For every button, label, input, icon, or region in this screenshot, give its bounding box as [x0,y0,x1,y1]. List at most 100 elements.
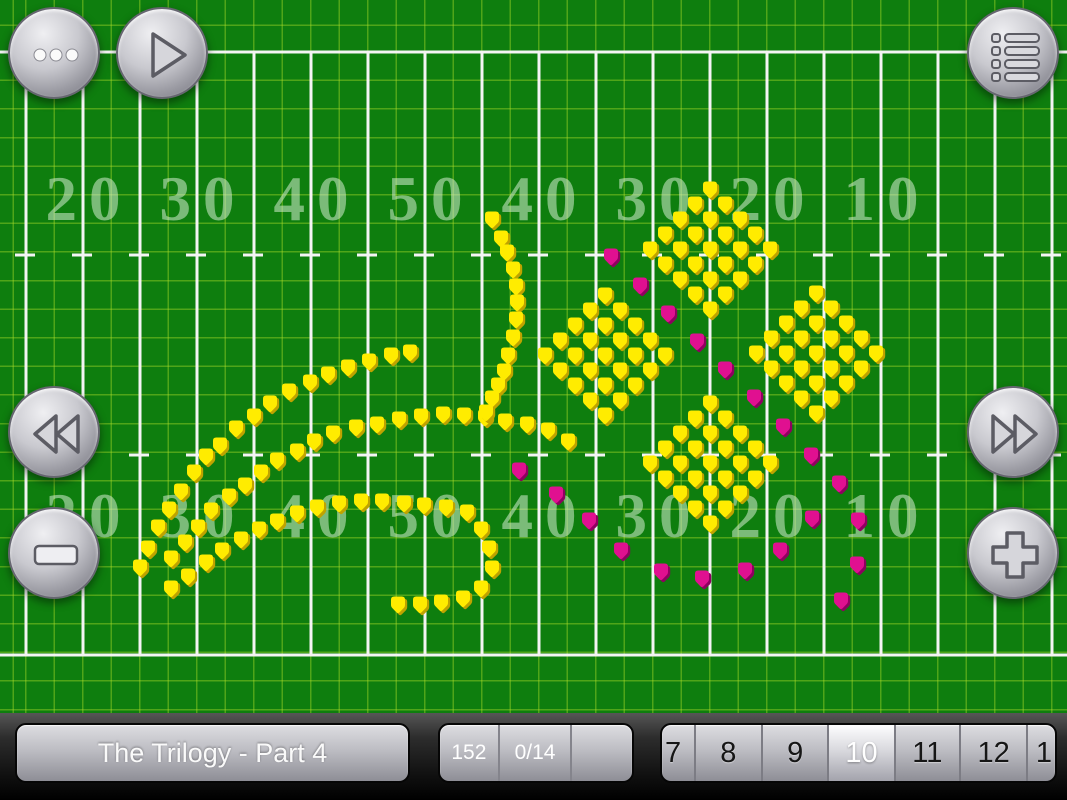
zoom-out-button[interactable] [8,507,100,599]
performer-marker-yellow[interactable] [809,345,826,365]
performer-marker-yellow[interactable] [270,513,287,533]
performer-marker-yellow[interactable] [824,300,841,320]
performer-marker-yellow[interactable] [748,226,765,246]
performer-marker-yellow[interactable] [748,470,765,490]
performer-marker-magenta[interactable] [747,389,764,409]
performer-marker-yellow[interactable] [174,483,191,503]
performer-marker-yellow[interactable] [500,244,517,264]
performer-marker-yellow[interactable] [733,271,750,291]
performer-marker-yellow[interactable] [673,271,690,291]
performer-marker-yellow[interactable] [498,413,515,433]
performer-marker-yellow[interactable] [290,443,307,463]
performer-marker-magenta[interactable] [805,510,822,530]
performer-marker-yellow[interactable] [234,531,251,551]
performer-marker-magenta[interactable] [512,462,529,482]
performer-marker-yellow[interactable] [254,464,271,484]
performer-marker-yellow[interactable] [628,377,645,397]
performer-marker-yellow[interactable] [485,560,502,580]
performer-marker-yellow[interactable] [282,383,299,403]
performer-marker-yellow[interactable] [321,366,338,386]
performer-marker-yellow[interactable] [658,470,675,490]
performer-marker-yellow[interactable] [501,347,518,367]
performer-marker-yellow[interactable] [673,485,690,505]
performer-marker-yellow[interactable] [568,317,585,337]
performer-marker-yellow[interactable] [541,422,558,442]
performer-marker-magenta[interactable] [654,563,671,583]
performer-marker-yellow[interactable] [290,505,307,525]
performer-marker-magenta[interactable] [633,277,650,297]
performer-marker-yellow[interactable] [628,317,645,337]
performer-marker-yellow[interactable] [628,347,645,367]
performer-marker-yellow[interactable] [779,345,796,365]
performer-marker-magenta[interactable] [804,447,821,467]
performer-marker-yellow[interactable] [703,181,720,201]
performer-marker-yellow[interactable] [181,568,198,588]
performer-marker-yellow[interactable] [703,271,720,291]
next-set-button[interactable] [967,386,1059,478]
performer-marker-yellow[interactable] [510,294,527,314]
performer-marker-yellow[interactable] [779,375,796,395]
counter-group[interactable]: 152 0/14 [438,723,634,783]
performer-marker-yellow[interactable] [613,392,630,412]
page-segment-11[interactable]: 11 [893,725,959,781]
performer-marker-yellow[interactable] [270,452,287,472]
performer-marker-yellow[interactable] [583,302,600,322]
performer-marker-yellow[interactable] [391,596,408,616]
performer-marker-yellow[interactable] [824,390,841,410]
performer-marker-yellow[interactable] [703,455,720,475]
performer-marker-magenta[interactable] [851,512,868,532]
performer-marker-yellow[interactable] [703,515,720,535]
performer-marker-yellow[interactable] [733,455,750,475]
performer-marker-yellow[interactable] [341,359,358,379]
performer-marker-yellow[interactable] [824,360,841,380]
performer-marker-yellow[interactable] [703,211,720,231]
performer-marker-yellow[interactable] [509,311,526,331]
performer-marker-yellow[interactable] [568,377,585,397]
performer-marker-yellow[interactable] [748,440,765,460]
performer-marker-yellow[interactable] [457,407,474,427]
performer-marker-yellow[interactable] [598,407,615,427]
performer-marker-yellow[interactable] [673,241,690,261]
performer-marker-magenta[interactable] [834,592,851,612]
performer-marker-yellow[interactable] [839,375,856,395]
performer-marker-yellow[interactable] [151,519,168,539]
performer-marker-yellow[interactable] [703,301,720,321]
performer-marker-yellow[interactable] [247,408,264,428]
performer-marker-yellow[interactable] [229,420,246,440]
page-segment-12[interactable]: 12 [958,725,1026,781]
performer-marker-yellow[interactable] [474,580,491,600]
performer-marker-yellow[interactable] [854,330,871,350]
performer-marker-yellow[interactable] [375,493,392,513]
performer-marker-yellow[interactable] [414,408,431,428]
performer-marker-yellow[interactable] [658,256,675,276]
performer-marker-yellow[interactable] [485,211,502,231]
page-segment-7[interactable]: 7 [665,736,682,769]
performer-marker-yellow[interactable] [718,410,735,430]
performer-marker-yellow[interactable] [413,596,430,616]
performer-marker-yellow[interactable] [794,390,811,410]
performer-marker-yellow[interactable] [252,521,269,541]
performer-marker-yellow[interactable] [397,495,414,515]
performer-marker-yellow[interactable] [643,332,660,352]
performer-marker-yellow[interactable] [688,410,705,430]
performer-marker-yellow[interactable] [673,455,690,475]
performer-marker-yellow[interactable] [824,330,841,350]
performer-marker-yellow[interactable] [809,315,826,335]
performer-marker-yellow[interactable] [718,196,735,216]
performer-marker-magenta[interactable] [614,542,631,562]
performer-marker-yellow[interactable] [222,488,239,508]
performer-marker-magenta[interactable] [773,542,790,562]
performer-marker-yellow[interactable] [370,416,387,436]
performer-marker-yellow[interactable] [326,425,343,445]
performer-marker-magenta[interactable] [695,570,712,590]
performer-marker-yellow[interactable] [392,411,409,431]
performer-marker-yellow[interactable] [748,256,765,276]
performer-marker-yellow[interactable] [417,497,434,517]
performer-marker-magenta[interactable] [661,305,678,325]
performer-marker-yellow[interactable] [643,241,660,261]
performer-marker-yellow[interactable] [598,287,615,307]
performer-marker-yellow[interactable] [303,374,320,394]
drill-field-canvas[interactable]: 20304050403020102030405040302010 [0,0,1067,713]
performer-marker-yellow[interactable] [439,499,456,519]
performer-marker-yellow[interactable] [598,317,615,337]
